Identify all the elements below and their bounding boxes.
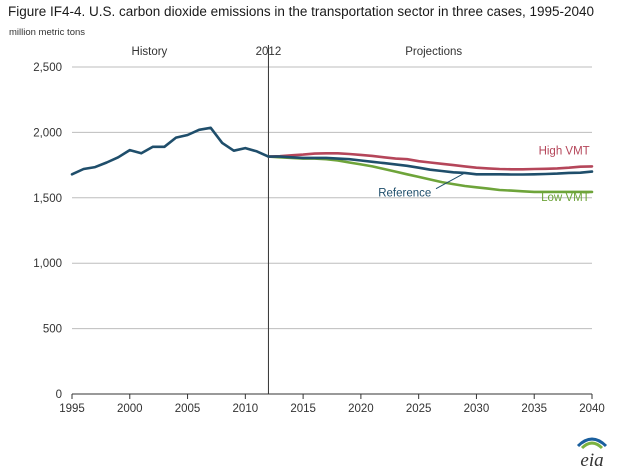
x-tick-label: 2030 xyxy=(464,403,490,415)
x-tick-label: 2010 xyxy=(233,403,259,415)
y-tick-label: 1,000 xyxy=(33,258,62,270)
y-tick-label: 1,500 xyxy=(33,193,62,205)
y-tick-label: 500 xyxy=(43,324,62,336)
logo-text: eia xyxy=(580,450,603,470)
x-tick-label: 1995 xyxy=(59,403,85,415)
x-tick-label: 2035 xyxy=(521,403,547,415)
y-tick-label: 0 xyxy=(56,389,62,401)
y-tick-label: 2,500 xyxy=(33,62,62,74)
annotation-low-vmt: Low VMT xyxy=(541,192,590,204)
eia-logo: eia xyxy=(576,437,608,470)
x-tick-label: 2040 xyxy=(579,403,605,415)
x-tick-label: 2025 xyxy=(406,403,432,415)
figure-title: Figure IF4-4. U.S. carbon dioxide emissi… xyxy=(8,4,595,19)
series-line-high-vmt xyxy=(267,152,594,171)
x-tick-label: 2020 xyxy=(348,403,374,415)
logo-arc-blue xyxy=(576,437,608,448)
x-tick-label: 2000 xyxy=(117,403,143,415)
annotation-reference-leader xyxy=(435,172,466,190)
x-tick-label: 2015 xyxy=(290,403,316,415)
units-label: million metric tons xyxy=(9,27,86,38)
annotation-high-vmt: High VMT xyxy=(539,146,590,158)
logo-arc-green xyxy=(580,441,604,450)
series-line-reference xyxy=(70,126,594,176)
projections-label: Projections xyxy=(405,46,462,58)
divider-label: 2012 xyxy=(256,46,282,58)
x-tick-label: 2005 xyxy=(175,403,201,415)
history-label: History xyxy=(132,46,168,58)
y-tick-label: 2,000 xyxy=(33,127,62,139)
annotation-reference: Reference xyxy=(378,188,431,200)
